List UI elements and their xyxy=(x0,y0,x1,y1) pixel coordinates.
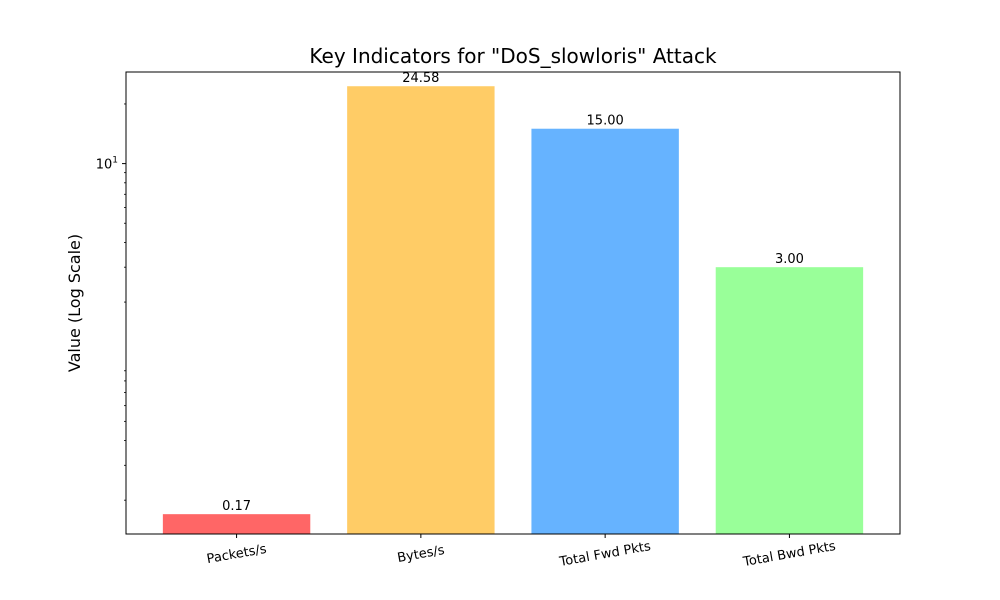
x-tick-label-3: Total Bwd Pkts xyxy=(741,539,837,570)
x-tick-label-1: Bytes/s xyxy=(396,543,446,566)
bar-0 xyxy=(162,514,311,534)
y-tick-label-0: 101 xyxy=(96,156,118,173)
value-label-2: 15.00 xyxy=(587,114,624,129)
value-label-3: 3.00 xyxy=(775,252,804,267)
plot-frame xyxy=(125,71,901,535)
x-tick-label-0: Packets/s xyxy=(206,542,268,567)
bar-1 xyxy=(347,86,495,535)
bar-3 xyxy=(715,267,864,534)
chart-title: Key Indicators for "DoS_slowloris" Attac… xyxy=(309,44,717,68)
plot-area: 0.17 Packets/s 24.58 Bytes/s 15.00 Total Fwd … xyxy=(96,71,901,570)
bar-2 xyxy=(531,128,679,534)
y-axis-label: Value (Log Scale) xyxy=(65,234,84,372)
value-label-0: 0.17 xyxy=(222,499,251,514)
value-label-1: 24.58 xyxy=(402,71,439,86)
x-tick-label-2: Total Fwd Pkts xyxy=(558,539,653,570)
